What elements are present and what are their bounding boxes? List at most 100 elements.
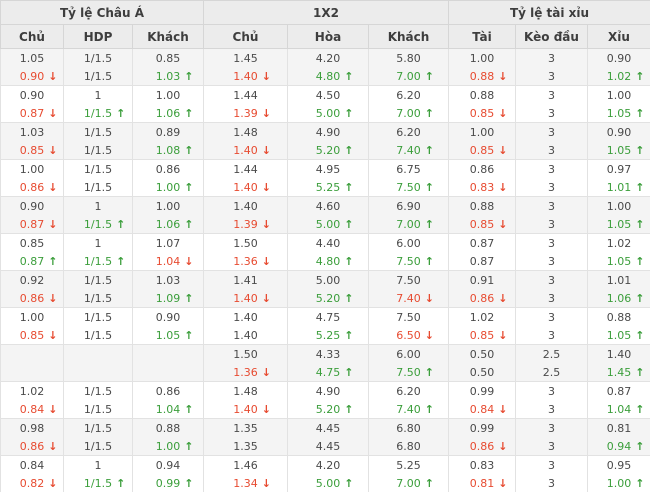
- up-arrow-icon: ↑: [344, 180, 354, 194]
- odds-value: 0.99: [469, 421, 495, 435]
- odds-value: 1.40: [233, 199, 258, 213]
- odds-value: 5.00: [315, 273, 341, 287]
- odds-value: 6.20: [396, 125, 421, 139]
- odds-value: 1.05: [155, 328, 181, 342]
- cell-ou-over: 0.87: [448, 233, 516, 252]
- cell-1x2-away: 7.50: [368, 307, 449, 326]
- odds-value: 0.87: [606, 384, 632, 398]
- up-arrow-icon: ↑: [424, 254, 434, 268]
- col-header-ou-under: Xỉu: [586, 24, 650, 49]
- opening-odds-row: 1.05 1/1.5 0.85 1.45 4.20 5.80 1.00 3 0.90: [0, 48, 650, 67]
- live-odds-row: 0.90 ↓ 1/1.5 1.03 ↑ 1.40 ↓ 4.80 ↑ 7.00 ↑ 0.88 ↓ 3 1.02…: [0, 67, 650, 86]
- odds-value: 0.86: [469, 439, 495, 453]
- odds-value: 0.88: [606, 310, 632, 324]
- cell-ou-under: 1.01 ↑: [586, 178, 650, 197]
- cell-ou-over: 0.84 ↓: [448, 400, 516, 419]
- opening-odds-row: 0.84 1 0.94 1.46 4.20 5.25 0.83 3 0.95: [0, 455, 650, 474]
- live-odds-row: 0.86 ↓ 1/1.5 1.00 ↑ 1.35 4.45 6.80 0.86 ↓ 3 0.94 ↑: [0, 437, 650, 456]
- up-arrow-icon: ↑: [635, 402, 645, 416]
- odds-value: 0.95: [606, 458, 632, 472]
- odds-value: 1.00: [155, 180, 181, 194]
- up-arrow-icon: ↑: [184, 217, 194, 231]
- cell-1x2-home: 1.44: [203, 159, 288, 178]
- cell-1x2-draw: 5.20 ↑: [287, 289, 369, 308]
- odds-value: 0.87: [19, 106, 45, 120]
- odds-value: 1.03: [155, 69, 181, 83]
- down-arrow-icon: ↓: [498, 217, 508, 231]
- up-arrow-icon: ↑: [424, 106, 434, 120]
- odds-value: 1.00: [606, 88, 632, 102]
- odds-value: 1.40: [233, 328, 258, 342]
- odds-value: 0.90: [606, 125, 632, 139]
- odds-value: 1.39: [233, 106, 258, 120]
- cell-ah-away: 1.04 ↓: [132, 252, 204, 271]
- down-arrow-icon: ↓: [498, 402, 508, 416]
- cell-ah-home: 0.85 ↓: [0, 326, 64, 345]
- col-header-ah-away: Khách: [132, 24, 204, 49]
- cell-1x2-draw: 4.95: [287, 159, 369, 178]
- live-odds-row: 0.86 ↓ 1/1.5 1.09 ↑ 1.40 ↓ 5.20 ↑ 7.40 ↓ 0.86 ↓ 3 1.06…: [0, 289, 650, 308]
- odds-table-body: 1.05 1/1.5 0.85 1.45 4.20 5.80 1.00 3 0.90 0.90 ↓ 1…: [0, 48, 650, 492]
- col-header-ou-over: Tài: [448, 24, 516, 49]
- odds-value: 1.09: [155, 291, 181, 305]
- cell-ah-away: [132, 363, 204, 382]
- cell-1x2-draw: 4.80 ↑: [287, 252, 369, 271]
- cell-ah-hdp: 1/1.5: [63, 400, 133, 419]
- odds-value: 4.80: [315, 69, 341, 83]
- group-header-asian-handicap: Tỷ lệ Châu Á: [0, 0, 204, 25]
- odds-value: 6.00: [396, 347, 421, 361]
- up-arrow-icon: ↑: [635, 180, 645, 194]
- cell-1x2-draw: 5.00: [287, 270, 369, 289]
- odds-value: 1.36: [233, 254, 258, 268]
- cell-ou-under: 1.01: [586, 270, 650, 289]
- odds-value: 1.40: [233, 143, 258, 157]
- down-arrow-icon: ↓: [498, 291, 508, 305]
- odds-value: 4.75: [315, 310, 341, 324]
- cell-ou-handicap: 3: [515, 289, 588, 308]
- cell-ou-over: 0.85 ↓: [448, 215, 516, 234]
- cell-ou-under: 1.00: [586, 85, 650, 104]
- cell-ou-under: 1.05 ↑: [586, 215, 650, 234]
- odds-value: 1/1.5: [83, 125, 113, 139]
- cell-ah-away: 0.90: [132, 307, 204, 326]
- odds-value: 7.00: [396, 69, 421, 83]
- up-arrow-icon: ↑: [635, 291, 645, 305]
- live-odds-row: 1.36 ↓ 4.75 ↑ 7.50 ↑ 0.50 2.5 1.45 ↑: [0, 363, 650, 382]
- cell-ah-hdp: [63, 363, 133, 382]
- up-arrow-icon: ↑: [424, 476, 434, 490]
- odds-value: 0.98: [19, 421, 45, 435]
- odds-value: 5.20: [315, 402, 341, 416]
- cell-ah-hdp: 1/1.5: [63, 48, 133, 67]
- live-odds-row: 0.87 ↑ 1/1.5 ↑ 1.04 ↓ 1.36 ↓ 4.80 ↑ 7.50 ↑ 0.87 3 1.05…: [0, 252, 650, 271]
- odds-value: 0.86: [19, 180, 45, 194]
- group-header-over-under: Tỷ lệ tài xỉu: [447, 0, 650, 25]
- odds-value: 1.00: [606, 199, 632, 213]
- up-arrow-icon: ↑: [344, 328, 354, 342]
- up-arrow-icon: ↑: [635, 217, 645, 231]
- up-arrow-icon: ↑: [424, 69, 434, 83]
- cell-1x2-away: 7.50 ↑: [368, 178, 449, 197]
- cell-ou-over: 0.85 ↓: [448, 104, 516, 123]
- cell-ou-under: 1.05 ↑: [586, 326, 650, 345]
- cell-ou-handicap: 3: [515, 67, 588, 86]
- down-arrow-icon: ↓: [424, 291, 434, 305]
- down-arrow-icon: ↓: [498, 106, 508, 120]
- cell-ah-home: 0.90: [0, 196, 64, 215]
- odds-value: 3: [548, 143, 555, 157]
- odds-value: 1.40: [606, 347, 632, 361]
- odds-value: 0.87: [19, 254, 45, 268]
- cell-1x2-draw: 4.75: [287, 307, 369, 326]
- cell-ou-over: 0.85 ↓: [448, 141, 516, 160]
- cell-ou-handicap: 3: [515, 418, 588, 437]
- odds-value: 3: [548, 310, 555, 324]
- odds-value: 0.86: [19, 291, 45, 305]
- cell-ah-away: 1.03: [132, 270, 204, 289]
- odds-value: 4.20: [315, 458, 341, 472]
- cell-ou-over: 1.00: [448, 122, 516, 141]
- group-header-1x2: 1X2: [203, 0, 449, 25]
- cell-ou-handicap: 3: [515, 215, 588, 234]
- odds-value: 1.00: [469, 51, 495, 65]
- cell-ou-handicap: 3: [515, 437, 588, 456]
- cell-ah-hdp: 1/1.5 ↑: [63, 104, 133, 123]
- cell-1x2-home: 1.35: [203, 437, 288, 456]
